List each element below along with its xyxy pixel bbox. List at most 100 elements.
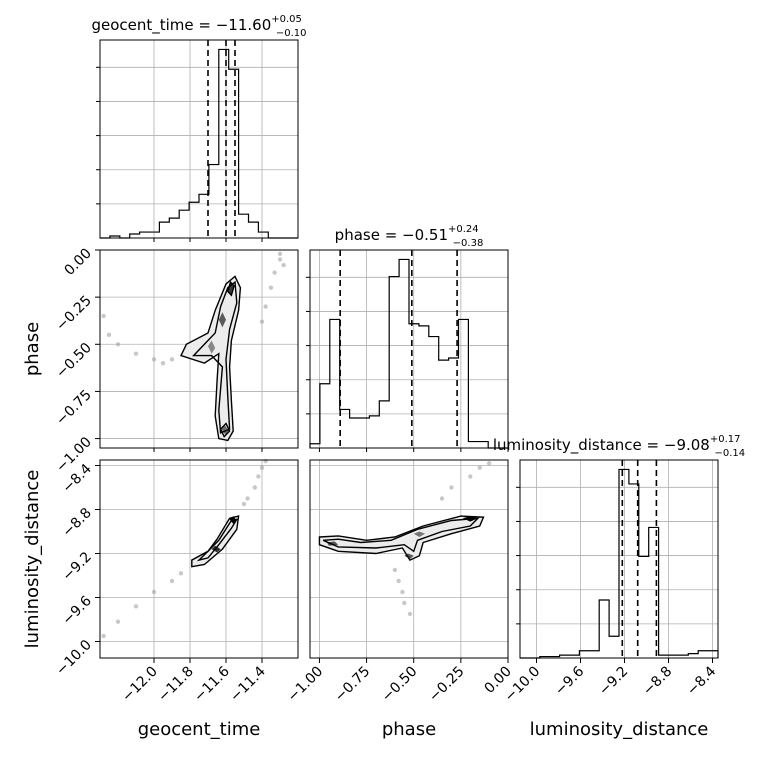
pair-panel-phase-luminosity_distance (309, 459, 509, 659)
sample-point (101, 633, 106, 639)
pair-frame (99, 459, 299, 659)
sample-point (101, 313, 106, 319)
hist-panel-phase: phase = −0.51+0.24 −0.38 (306, 224, 509, 449)
panel-title-luminosity_distance: luminosity_distance = −9.08+0.17 −0.14 (493, 434, 745, 459)
sample-point (407, 611, 413, 617)
ylabel-phase: phase (22, 322, 43, 376)
xtick-label-geocent_time: −11.4 (227, 663, 269, 705)
xtick-label-phase: −1.00 (285, 664, 327, 706)
density-core (218, 312, 226, 328)
xtick-label-geocent_time: −11.6 (191, 663, 233, 705)
contour-line-0 (318, 515, 485, 561)
density-core (227, 282, 235, 296)
ytick-label-phase: −0.75 (53, 387, 95, 429)
title-lower-error: −0.14 (715, 448, 746, 459)
ytick-label-phase: −0.25 (53, 293, 95, 335)
hist-frame (519, 459, 719, 659)
pair-frame (99, 249, 299, 449)
xtick-label-geocent_time: −11.8 (155, 664, 197, 706)
contour-line-0 (191, 515, 240, 568)
title-upper-error: +0.05 (271, 14, 302, 25)
sample-point (151, 357, 157, 362)
ytick-label-luminosity_distance: −9.6 (59, 593, 94, 628)
sample-point (468, 474, 473, 479)
sample-point (115, 342, 121, 347)
sample-point (169, 357, 175, 362)
pair-frame (309, 459, 509, 659)
title-upper-error: +0.24 (448, 224, 479, 235)
density-core (413, 531, 426, 537)
title-upper-error: +0.17 (710, 434, 741, 445)
contour-line-3 (219, 422, 231, 438)
sample-point (115, 619, 121, 624)
ytick-label-phase: 0.00 (61, 246, 94, 279)
sample-point (133, 351, 139, 356)
xtick-label-phase: −0.75 (332, 664, 374, 706)
xtick-label-luminosity_distance: −8.4 (684, 663, 719, 698)
xtick-label-luminosity_distance: −9.6 (552, 663, 587, 698)
xtick-label-phase: −0.50 (379, 664, 421, 706)
sample-point (477, 465, 482, 470)
contour-line-1 (191, 280, 238, 434)
contour-line-1 (196, 518, 239, 562)
hist-panel-geocent_time: geocent_time = −11.60+0.05 −0.10 (91, 14, 307, 239)
sample-point (402, 600, 407, 606)
sample-point (263, 304, 268, 309)
contour-line-2 (227, 280, 235, 297)
panel-title-phase: phase = −0.51+0.24 −0.38 (335, 224, 484, 249)
histogram-geocent_time (100, 48, 298, 239)
title-lower-error: −0.10 (276, 28, 307, 39)
contour-line-1 (322, 517, 480, 553)
sample-point (272, 270, 277, 275)
title-text: phase = −0.51 (335, 226, 448, 244)
xtick-label-geocent_time: −12.0 (119, 664, 161, 706)
xlabel-luminosity_distance: luminosity_distance (530, 719, 709, 740)
density-core (208, 340, 216, 354)
xlabel-phase: phase (382, 719, 436, 740)
density-fill (319, 516, 484, 561)
density-core (221, 425, 229, 435)
sample-point (400, 589, 405, 595)
sample-point (106, 332, 112, 338)
sample-point (486, 461, 492, 466)
sample-point (392, 567, 398, 573)
xtick-label-luminosity_distance: −9.2 (596, 664, 631, 699)
pair-panel-geocent_time-luminosity_distance (99, 458, 299, 659)
sample-point (169, 578, 175, 584)
sample-point (259, 319, 265, 324)
sample-point (252, 485, 257, 490)
ytick-label-luminosity_distance: −10.0 (53, 637, 95, 679)
sample-point (178, 571, 184, 576)
contour-line-0 (180, 275, 242, 442)
sample-point (277, 257, 283, 262)
sample-point (396, 578, 401, 584)
sample-point (151, 589, 157, 595)
ytick-label-phase: −0.50 (53, 340, 95, 382)
hist-frame (99, 39, 299, 239)
ylabel-luminosity_distance: luminosity_distance (22, 470, 43, 649)
xtick-label-phase: −0.25 (426, 664, 468, 706)
sample-point (256, 474, 261, 479)
sample-point (259, 465, 265, 470)
xlabel-geocent_time: geocent_time (138, 719, 261, 740)
sample-point (439, 496, 445, 501)
hist-panel-luminosity_distance: luminosity_distance = −9.08+0.17 −0.14 (493, 434, 745, 659)
sample-point (160, 360, 166, 366)
sample-point (133, 604, 139, 609)
ytick-label-luminosity_distance: −8.8 (59, 505, 94, 540)
histogram-luminosity_distance (520, 468, 719, 659)
title-text: luminosity_distance = −9.08 (493, 436, 710, 455)
sample-point (245, 496, 250, 501)
sample-point (277, 251, 283, 256)
hist-frame (309, 249, 509, 449)
sample-point (281, 262, 286, 268)
pair-panel-geocent_time-phase (99, 249, 299, 449)
sample-point (241, 501, 247, 507)
ytick-label-luminosity_distance: −9.2 (59, 549, 94, 584)
panel-title-geocent_time: geocent_time = −11.60+0.05 −0.10 (91, 14, 306, 39)
title-lower-error: −0.38 (453, 238, 484, 249)
sample-point (268, 285, 274, 290)
xtick-label-luminosity_distance: −8.8 (640, 664, 675, 699)
sample-point (449, 485, 454, 490)
